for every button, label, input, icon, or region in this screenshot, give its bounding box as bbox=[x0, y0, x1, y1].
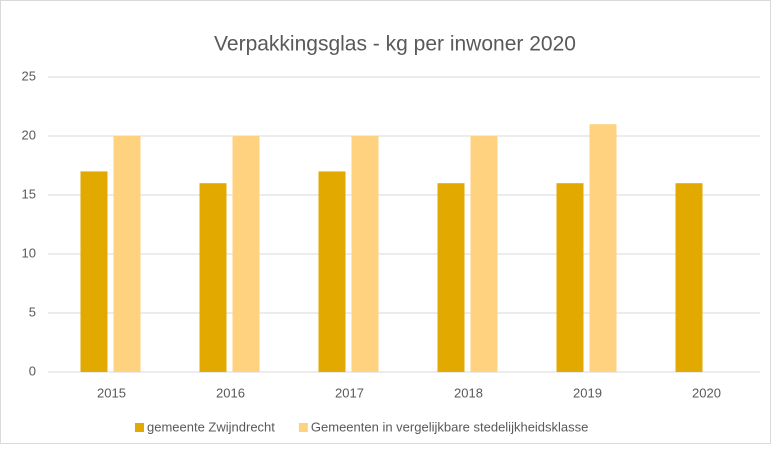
y-tick-label: 5 bbox=[29, 304, 36, 319]
x-tick-label: 2020 bbox=[692, 385, 721, 400]
x-tick-label: 2015 bbox=[97, 385, 126, 400]
x-tick-label: 2016 bbox=[216, 385, 245, 400]
bar bbox=[675, 183, 703, 372]
y-tick-label: 0 bbox=[29, 363, 36, 378]
legend-swatch bbox=[135, 423, 144, 432]
bar bbox=[470, 136, 498, 372]
y-tick-label: 15 bbox=[22, 186, 36, 201]
y-tick-label: 20 bbox=[22, 127, 36, 142]
bar bbox=[318, 171, 346, 372]
bar bbox=[556, 183, 584, 372]
x-tick-label: 2017 bbox=[335, 385, 364, 400]
bar bbox=[437, 183, 465, 372]
legend-swatch bbox=[298, 423, 308, 432]
y-tick-label: 25 bbox=[22, 68, 36, 83]
bar bbox=[199, 183, 227, 372]
x-tick-label: 2018 bbox=[454, 385, 483, 400]
bar bbox=[589, 124, 617, 372]
legend-label: Gemeenten in vergelijkbare stedelijkheid… bbox=[311, 419, 588, 434]
bar bbox=[113, 136, 141, 372]
legend-label: gemeente Zwijndrecht bbox=[147, 419, 275, 434]
y-tick-label: 10 bbox=[22, 245, 36, 260]
chart-title: Verpakkingsglas - kg per inwoner 2020 bbox=[214, 33, 576, 56]
bar bbox=[80, 171, 108, 372]
x-tick-label: 2019 bbox=[573, 385, 602, 400]
bar bbox=[351, 136, 379, 372]
bar bbox=[232, 136, 260, 372]
